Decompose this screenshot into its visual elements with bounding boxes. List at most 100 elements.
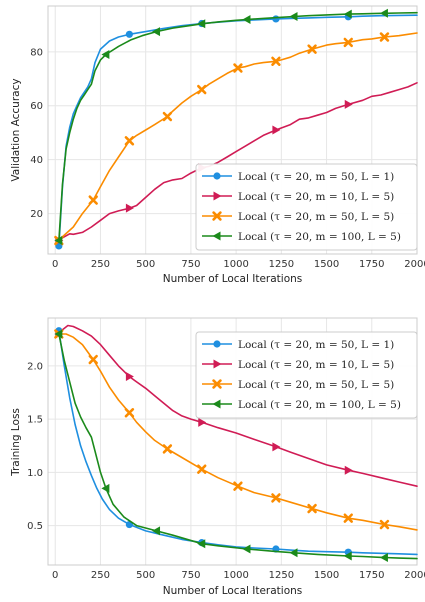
x-tick-label: 250	[91, 570, 110, 581]
legend-marker	[212, 211, 222, 221]
data-point-marker	[271, 493, 281, 503]
data-point-marker	[162, 444, 173, 454]
data-point-marker	[233, 63, 243, 73]
data-point-marker	[272, 442, 281, 452]
data-point-marker	[379, 32, 390, 42]
data-point-marker	[272, 15, 280, 23]
data-point-marker	[271, 56, 281, 66]
legend-label-1: Local (τ = 20, m = 10, L = 5)	[238, 191, 394, 203]
x-tick-label: 500	[136, 259, 155, 270]
x-axis-label: Number of Local Iterations	[163, 585, 303, 597]
legend-marker	[213, 172, 221, 180]
data-point-marker	[54, 236, 63, 246]
data-point-marker	[272, 125, 281, 135]
series-line	[58, 82, 418, 242]
series-line	[58, 330, 418, 556]
legend-marker	[213, 340, 221, 348]
data-point-marker	[307, 503, 317, 514]
data-point-marker	[125, 30, 133, 38]
legend-marker	[212, 379, 222, 389]
x-tick-label: 1500	[314, 259, 339, 270]
y-axis-label: Training Loss	[10, 408, 22, 477]
y-tick-label: 1.5	[27, 415, 43, 426]
y-tick-label: 2.0	[27, 361, 43, 372]
legend-marker	[212, 231, 221, 241]
data-point-marker	[379, 519, 390, 530]
y-tick-label: 80	[30, 47, 43, 58]
series-line	[58, 32, 418, 242]
series-4	[54, 8, 418, 246]
legend-box	[195, 331, 418, 419]
y-tick-label: 60	[30, 101, 43, 112]
plot-frame	[47, 317, 418, 566]
data-point-marker	[125, 203, 134, 213]
data-point-marker	[54, 329, 63, 339]
data-point-marker	[101, 483, 110, 493]
y-axis-label: Validation Accuracy	[10, 78, 22, 181]
data-point-marker	[343, 9, 352, 19]
series-line	[58, 333, 418, 560]
x-tick-label: 1750	[359, 570, 384, 581]
data-point-marker	[125, 372, 134, 382]
legend: Local (τ = 20, m = 50, L = 1) Local (τ = …	[195, 163, 418, 251]
data-point-marker	[343, 513, 353, 523]
data-point-marker	[197, 539, 206, 549]
data-point-marker	[124, 136, 135, 146]
data-point-marker	[101, 50, 110, 60]
series-3	[54, 32, 418, 246]
data-point-marker	[197, 19, 206, 29]
x-tick-label: 750	[181, 570, 200, 581]
legend-label-2: Local (τ = 20, m = 50, L = 5)	[238, 379, 394, 391]
y-tick-label: 20	[30, 209, 43, 220]
series-line	[58, 324, 418, 487]
data-point-marker	[152, 526, 161, 536]
data-point-marker	[162, 111, 173, 122]
legend-marker	[213, 359, 222, 369]
data-point-marker	[289, 548, 298, 558]
legend-label-2: Local (τ = 20, m = 50, L = 5)	[238, 211, 394, 223]
data-point-marker	[379, 8, 388, 18]
data-point-marker	[152, 27, 161, 37]
data-point-marker	[88, 354, 98, 365]
data-point-marker	[343, 551, 352, 561]
x-tick-label: 1250	[269, 570, 294, 581]
y-tick-label: 40	[30, 155, 43, 166]
x-tick-label: 0	[52, 570, 58, 581]
legend-label-0: Local (τ = 20, m = 50, L = 1)	[238, 339, 394, 351]
data-point-marker	[289, 12, 298, 22]
data-point-marker	[344, 465, 353, 475]
x-tick-label: 1000	[223, 570, 248, 581]
y-tick-label: 1.0	[27, 468, 43, 479]
legend-label-3: Local (τ = 20, m = 100, L = 5)	[238, 231, 401, 243]
legend-marker	[213, 191, 222, 201]
x-tick-label: 1750	[359, 259, 384, 270]
data-point-marker	[307, 44, 317, 54]
x-tick-label: 1250	[269, 259, 294, 270]
data-point-marker	[242, 14, 251, 24]
y-tick-label: 0.5	[27, 521, 43, 532]
data-point-marker	[197, 84, 207, 95]
data-point-marker	[379, 553, 388, 563]
data-point-marker	[343, 37, 353, 48]
x-tick-label: 0	[52, 259, 58, 270]
legend-marker	[212, 399, 221, 409]
x-tick-label: 750	[181, 259, 200, 270]
data-point-marker	[88, 195, 98, 205]
data-point-marker	[198, 417, 207, 427]
plot-frame	[47, 5, 418, 255]
data-point-marker	[233, 481, 243, 491]
series-4	[54, 329, 418, 563]
x-tick-label: 250	[91, 259, 110, 270]
legend: Local (τ = 20, m = 50, L = 1) Local (τ = …	[195, 331, 418, 419]
x-tick-label: 1000	[223, 259, 248, 270]
x-axis-label: Number of Local Iterations	[163, 273, 303, 285]
legend-label-3: Local (τ = 20, m = 100, L = 5)	[238, 399, 401, 411]
series-line	[58, 14, 418, 247]
x-tick-label: 500	[136, 570, 155, 581]
data-point-marker	[124, 408, 135, 418]
